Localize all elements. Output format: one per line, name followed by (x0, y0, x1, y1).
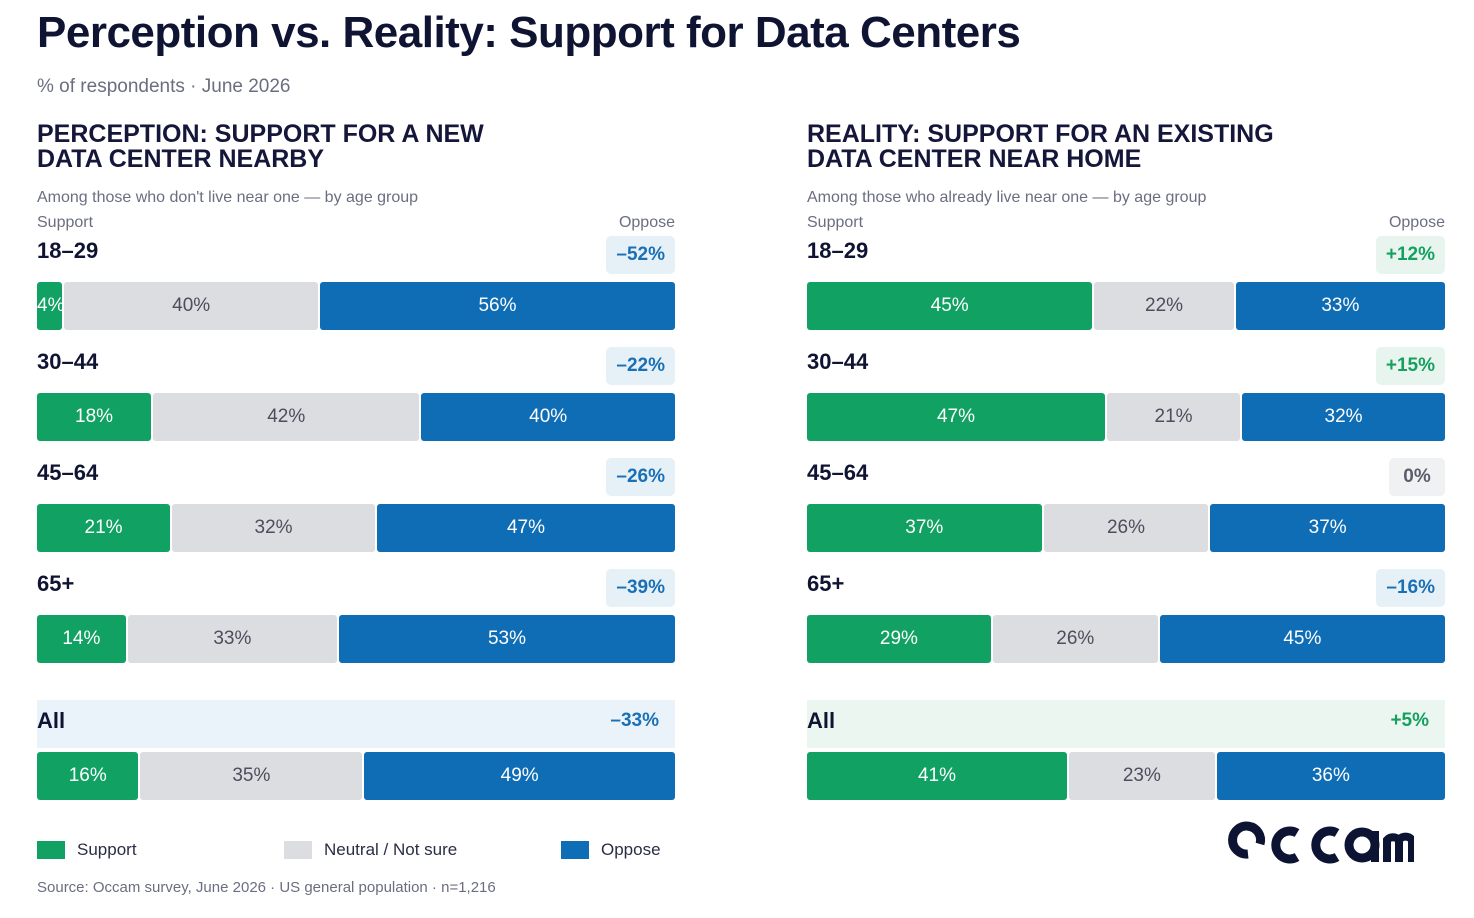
perception-bar-30-44: 18% 42% 40% (37, 393, 675, 441)
reality-bar-45-64: 37% 26% 37% (807, 504, 1445, 552)
reality-oppose-segment: 36% (1216, 752, 1445, 800)
reality-group-45-64: 45–64 0% 37% 26% 37% (807, 458, 1445, 560)
reality-all-band: All +5% (807, 700, 1445, 748)
reality-neutral-segment: 26% (992, 615, 1158, 663)
perception-title: PERCEPTION: SUPPORT FOR A NEW DATA CENTE… (37, 122, 484, 172)
reality-net-badge: +15% (1375, 347, 1445, 385)
perception-neutral-segment: 42% (153, 393, 420, 441)
perception-subtitle: Among those who don't live near one — by… (37, 189, 419, 206)
reality-group-30-44: 30–44 +15% 47% 21% 32% (807, 347, 1445, 449)
perception-bar-18-29: 4% 40% 56% (37, 282, 675, 330)
perception-support-segment: 4% (37, 282, 64, 330)
perception-bar-all: 16% 35% 49% (37, 752, 675, 800)
reality-title-line-1: REALITY: SUPPORT FOR AN EXISTING (807, 120, 1274, 148)
legend-neutral-label: Neutral / Not sure (324, 840, 458, 859)
perception-oppose-segment: 53% (338, 615, 675, 663)
reality-support-axis-label: Support (807, 214, 864, 231)
reality-group-label: 65+ (807, 571, 845, 596)
reality-neutral-segment: 23% (1068, 752, 1215, 800)
perception-net-badge: –39% (606, 569, 675, 607)
perception-support-segment: 16% (37, 752, 139, 800)
perception-all-band: All –33% (37, 700, 675, 748)
perception-support-segment: 14% (37, 615, 126, 663)
reality-neutral-segment: 22% (1094, 282, 1234, 330)
reality-net-badge: –16% (1376, 569, 1445, 607)
reality-oppose-segment: 33% (1235, 282, 1445, 330)
perception-all-label: All (37, 708, 66, 733)
perception-group-18-29: 18–29 –52% 4% 40% 56% (37, 236, 675, 338)
perception-oppose-axis-label: Oppose (618, 214, 675, 231)
perception-bar-65plus: 14% 33% 53% (37, 615, 675, 663)
perception-title-line-1: PERCEPTION: SUPPORT FOR A NEW (37, 120, 484, 148)
perception-neutral-segment: 35% (140, 752, 363, 800)
perception-group-30-44: 30–44 –22% 18% 42% 40% (37, 347, 675, 449)
reality-oppose-segment: 37% (1210, 504, 1445, 552)
perception-neutral-segment: 33% (127, 615, 337, 663)
reality-all-net: +5% (1390, 710, 1429, 731)
reality-oppose-axis-label: Oppose (1388, 214, 1445, 231)
page-title: Perception vs. Reality: Support for Data… (37, 8, 1021, 57)
perception-group-label: 18–29 (37, 238, 99, 263)
perception-neutral-segment: 32% (172, 504, 375, 552)
perception-group-65plus: 65+ –39% 14% 33% 53% (37, 569, 675, 671)
reality-panel: REALITY: SUPPORT FOR AN EXISTING DATA CE… (807, 120, 1445, 820)
legend-neutral-swatch (284, 841, 312, 859)
reality-oppose-segment: 45% (1159, 615, 1445, 663)
reality-group-label: 30–44 (807, 349, 869, 374)
perception-support-segment: 18% (37, 393, 152, 441)
reality-net-badge: +12% (1375, 236, 1445, 274)
reality-neutral-segment: 26% (1043, 504, 1209, 552)
source-note: Source: Occam survey, June 2026 · US gen… (37, 879, 496, 896)
perception-oppose-segment: 56% (319, 282, 675, 330)
legend-support-swatch (37, 841, 65, 859)
reality-all-label: All (807, 708, 836, 733)
reality-support-segment: 45% (807, 282, 1093, 330)
legend-support-label: Support (77, 840, 137, 859)
reality-support-segment: 41% (807, 752, 1067, 800)
reality-subtitle: Among those who already live near one — … (807, 189, 1207, 206)
reality-support-segment: 37% (807, 504, 1042, 552)
reality-group-label: 45–64 (807, 460, 869, 485)
reality-net-badge: 0% (1389, 458, 1445, 496)
perception-support-segment: 21% (37, 504, 171, 552)
perception-bar-45-64: 21% 32% 47% (37, 504, 675, 552)
legend-oppose-swatch (561, 841, 589, 859)
reality-group-18-29: 18–29 +12% 45% 22% 33% (807, 236, 1445, 338)
occam-logo (1228, 821, 1414, 864)
perception-net-badge: –52% (606, 236, 675, 274)
page-subtitle: % of respondents · June 2026 (37, 76, 291, 97)
reality-support-segment: 47% (807, 393, 1105, 441)
perception-title-line-2: DATA CENTER NEARBY (37, 145, 325, 173)
perception-group-label: 65+ (37, 571, 75, 596)
legend-oppose-label: Oppose (601, 840, 661, 859)
perception-group-label: 30–44 (37, 349, 99, 374)
perception-all-net: –33% (610, 710, 659, 731)
perception-oppose-segment: 49% (364, 752, 675, 800)
reality-neutral-segment: 21% (1106, 393, 1241, 441)
perception-support-axis-label: Support (37, 214, 94, 231)
perception-neutral-segment: 40% (64, 282, 318, 330)
reality-bar-65plus: 29% 26% 45% (807, 615, 1445, 663)
perception-oppose-segment: 40% (421, 393, 675, 441)
reality-oppose-segment: 32% (1242, 393, 1445, 441)
reality-bar-18-29: 45% 22% 33% (807, 282, 1445, 330)
reality-title: REALITY: SUPPORT FOR AN EXISTING DATA CE… (807, 122, 1274, 172)
reality-bar-all: 41% 23% 36% (807, 752, 1445, 800)
reality-support-segment: 29% (807, 615, 991, 663)
reality-group-65plus: 65+ –16% 29% 26% 45% (807, 569, 1445, 671)
perception-oppose-segment: 47% (377, 504, 675, 552)
reality-group-label: 18–29 (807, 238, 869, 263)
perception-group-45-64: 45–64 –26% 21% 32% 47% (37, 458, 675, 560)
perception-net-badge: –26% (606, 458, 675, 496)
perception-panel: PERCEPTION: SUPPORT FOR A NEW DATA CENTE… (37, 120, 675, 820)
reality-title-line-2: DATA CENTER NEAR HOME (807, 145, 1142, 173)
reality-bar-30-44: 47% 21% 32% (807, 393, 1445, 441)
perception-group-label: 45–64 (37, 460, 99, 485)
perception-net-badge: –22% (606, 347, 675, 385)
